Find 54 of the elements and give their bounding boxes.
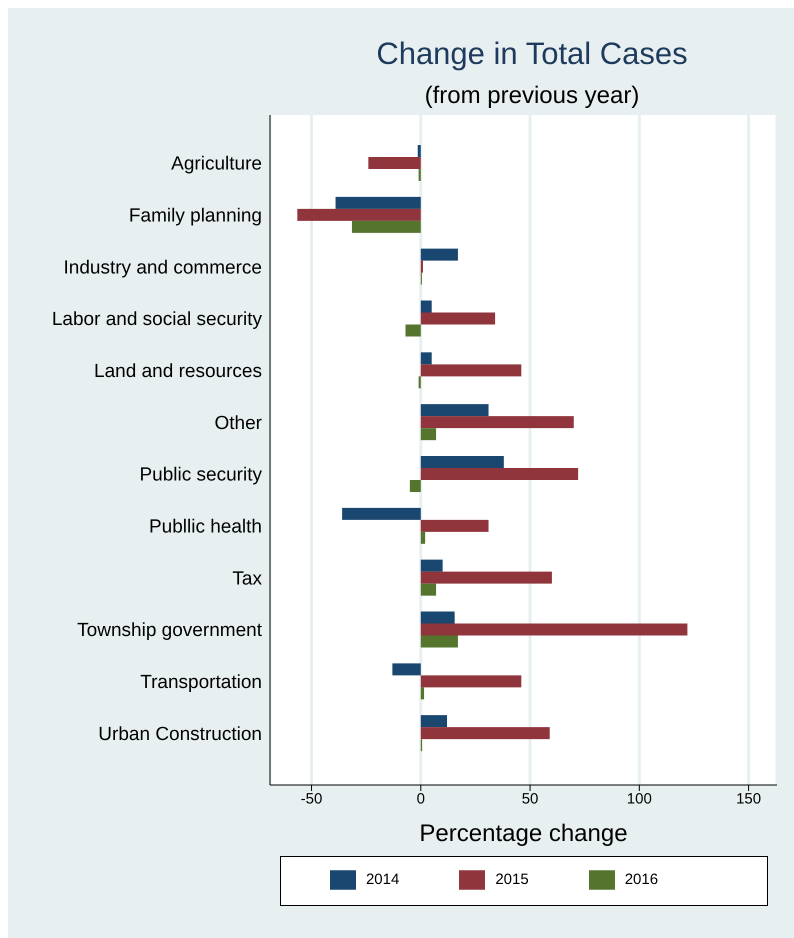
x-tick-label: 100 (626, 790, 652, 808)
x-tick-label: 0 (416, 790, 425, 808)
y-tick-label: Public security (140, 464, 262, 486)
bar (420, 300, 432, 312)
bar (420, 675, 522, 688)
bar (420, 560, 443, 572)
bar (392, 663, 421, 676)
y-tick-label: Agriculture (171, 154, 262, 175)
bar (420, 612, 455, 624)
x-tick-label: 50 (522, 790, 538, 808)
bar (297, 208, 421, 221)
bar (420, 520, 489, 532)
chart-title: Change in Total Cases (375, 36, 689, 72)
legend-label: 2015 (495, 870, 529, 888)
bar (420, 248, 458, 261)
bar (420, 456, 504, 468)
bar (420, 624, 688, 636)
x-axis-title: Percentage change (419, 820, 628, 847)
bar (420, 727, 550, 740)
legend-label: 2014 (366, 870, 400, 888)
y-tick-label: Urban Construction (98, 724, 262, 745)
bar (420, 572, 552, 584)
y-tick-label: Family planning (128, 205, 262, 226)
bar (420, 687, 424, 700)
bar (420, 364, 522, 376)
bar (418, 145, 421, 157)
y-tick-label: Labor and social security (52, 309, 262, 330)
x-tick-label: 150 (736, 790, 762, 808)
bar (420, 584, 436, 596)
y-tick-label: Publlic health (148, 516, 262, 538)
y-tick-label: Township government (77, 620, 263, 642)
legend-label: 2016 (624, 870, 658, 888)
bar (420, 312, 496, 324)
bar (342, 508, 421, 520)
y-tick-label: Other (214, 412, 263, 434)
y-tick-label: Transportation (140, 672, 262, 693)
bar (420, 636, 458, 648)
y-tick-label: Industry and commerce (63, 257, 262, 278)
chart-subtitle: (from previous year) (424, 82, 640, 110)
bar (405, 324, 421, 336)
bar (368, 157, 421, 169)
bar (420, 428, 436, 440)
bar (420, 468, 578, 480)
bar (420, 416, 574, 428)
bar (420, 352, 432, 364)
bar (336, 196, 421, 209)
bar (410, 480, 421, 492)
bar (420, 532, 426, 544)
x-tick-label: -50 (300, 790, 322, 808)
y-tick-label: Tax (232, 568, 262, 590)
bar (420, 404, 489, 416)
bar (352, 220, 421, 233)
bar (420, 715, 448, 728)
y-tick-label: Land and resources (94, 360, 262, 382)
